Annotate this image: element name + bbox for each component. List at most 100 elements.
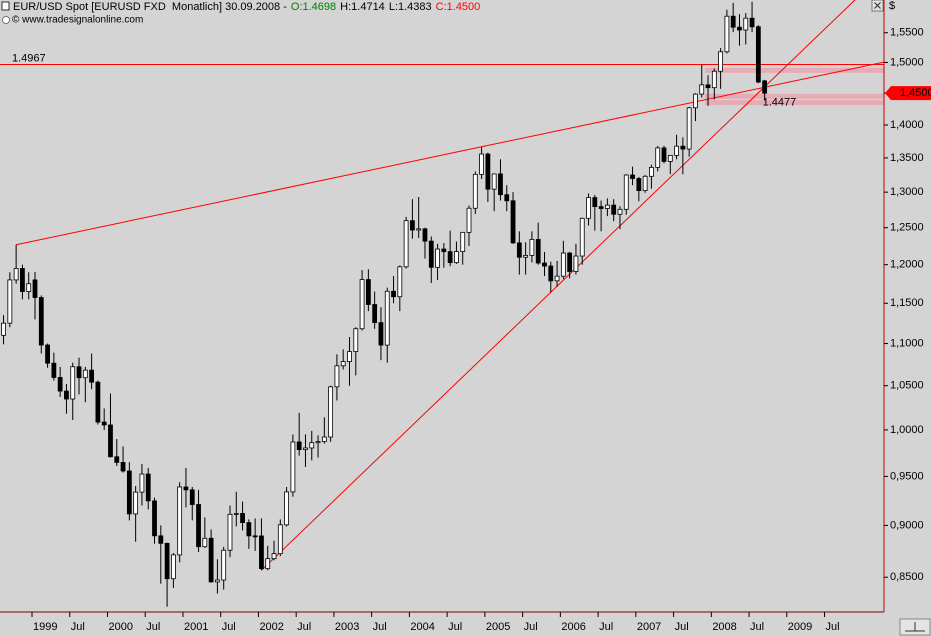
x-tick-label: 2007 bbox=[637, 621, 661, 633]
candle-body bbox=[233, 513, 239, 515]
candle-body bbox=[227, 513, 233, 551]
x-tick-label: Jul bbox=[448, 621, 462, 633]
level-label: 1.4967 bbox=[12, 52, 46, 64]
candle-body bbox=[485, 153, 491, 190]
x-tick-label: Jul bbox=[675, 621, 689, 633]
candle-body bbox=[64, 390, 69, 400]
candle-body bbox=[579, 217, 585, 257]
close-button-cross[interactable] bbox=[874, 2, 881, 9]
candle-body bbox=[101, 421, 107, 426]
candle-body bbox=[296, 441, 302, 451]
candle-body bbox=[359, 279, 365, 330]
candle-body bbox=[284, 491, 290, 526]
x-tick-label: Jul bbox=[750, 621, 764, 633]
candle-body bbox=[667, 154, 673, 162]
annotation: 1.4477 bbox=[763, 97, 797, 109]
candle-body bbox=[516, 242, 522, 258]
candle-body bbox=[315, 441, 321, 444]
candle-body bbox=[724, 15, 730, 53]
candle-body bbox=[246, 522, 252, 537]
window-control[interactable] bbox=[899, 618, 931, 636]
candle-body bbox=[699, 84, 705, 95]
candle-body bbox=[718, 51, 724, 72]
source-icon bbox=[2, 16, 10, 24]
candle-body bbox=[762, 80, 768, 94]
y-tick-label: 1,5000 bbox=[890, 56, 924, 68]
candle-body bbox=[76, 366, 82, 379]
candle-body bbox=[95, 381, 101, 423]
candle-body bbox=[498, 173, 503, 196]
y-tick-label: 1,3500 bbox=[890, 152, 924, 164]
x-tick-label: 2008 bbox=[712, 621, 736, 633]
candle-body bbox=[32, 279, 38, 298]
candle-body bbox=[365, 279, 371, 305]
candle-body bbox=[221, 549, 227, 581]
last-price-box bbox=[885, 86, 931, 101]
candle-body bbox=[447, 251, 453, 264]
candle-body bbox=[26, 283, 32, 292]
candle-body bbox=[252, 535, 258, 538]
candle-body bbox=[403, 220, 409, 268]
ohlc-low: L:1.4383 bbox=[389, 1, 432, 13]
candle-body bbox=[334, 365, 340, 388]
candle-body bbox=[730, 15, 736, 28]
candle-body bbox=[13, 268, 19, 281]
x-tick-label: 2006 bbox=[561, 621, 585, 633]
candle-body bbox=[57, 377, 63, 392]
x-tick-label: 2004 bbox=[410, 621, 434, 633]
candle-body bbox=[523, 254, 529, 258]
y-tick-label: 1,4000 bbox=[890, 119, 924, 131]
x-tick-label: 1999 bbox=[33, 621, 57, 633]
candle-body bbox=[259, 535, 264, 570]
candle-body bbox=[378, 322, 384, 346]
candle-body bbox=[139, 473, 145, 493]
window-control-icon[interactable] bbox=[905, 622, 925, 632]
candle-body bbox=[89, 369, 95, 383]
candle-body bbox=[441, 248, 447, 253]
trendline-extension bbox=[481, 61, 884, 148]
candle-body bbox=[649, 166, 654, 177]
close-button[interactable] bbox=[871, 0, 884, 12]
candle-body bbox=[7, 279, 13, 324]
chart-title: EUR/USD Spot [EURUSD FXD Monatlich] 30.0… bbox=[13, 1, 480, 13]
y-tick-label: 1,0000 bbox=[890, 424, 924, 436]
candle-body bbox=[271, 553, 277, 560]
candle-body bbox=[152, 500, 157, 537]
candle-body bbox=[567, 252, 573, 272]
x-tick-label: 2003 bbox=[335, 621, 359, 633]
y-tick-label: 1,1500 bbox=[890, 297, 924, 309]
candle-body bbox=[642, 175, 648, 192]
x-tick-label: Jul bbox=[222, 621, 236, 633]
candle-body bbox=[755, 26, 761, 83]
candle-body bbox=[158, 535, 164, 544]
candle-body bbox=[384, 290, 390, 346]
candle-body bbox=[1, 322, 6, 336]
candle-body bbox=[120, 462, 126, 472]
x-tick-label: Jul bbox=[146, 621, 160, 633]
candle-body bbox=[422, 228, 428, 242]
x-tick-label: 2001 bbox=[184, 621, 208, 633]
x-tick-label: Jul bbox=[599, 621, 613, 633]
candle-body bbox=[303, 447, 308, 451]
candle-body bbox=[636, 178, 642, 192]
candle-body bbox=[737, 26, 742, 31]
candle-body bbox=[353, 328, 359, 352]
y-tick-label: 0,9000 bbox=[890, 519, 924, 531]
ohlc-close: C:1.4500 bbox=[436, 1, 481, 13]
source: © www.tradesignalonline.com bbox=[12, 15, 143, 26]
candle-body bbox=[472, 173, 478, 209]
candle-body bbox=[655, 147, 661, 168]
currency: $ bbox=[889, 0, 895, 12]
candle-body bbox=[573, 255, 579, 272]
candle-body bbox=[510, 200, 516, 244]
price-band bbox=[705, 93, 884, 99]
candle-body bbox=[45, 344, 50, 364]
ohlc-high: H:1.4714 bbox=[340, 1, 385, 13]
candle-body bbox=[215, 579, 220, 583]
x-tick-label: Jul bbox=[524, 621, 538, 633]
candle-body bbox=[208, 537, 214, 583]
candle-body bbox=[170, 554, 176, 580]
candle-body bbox=[504, 194, 510, 202]
candle-body bbox=[108, 424, 113, 458]
